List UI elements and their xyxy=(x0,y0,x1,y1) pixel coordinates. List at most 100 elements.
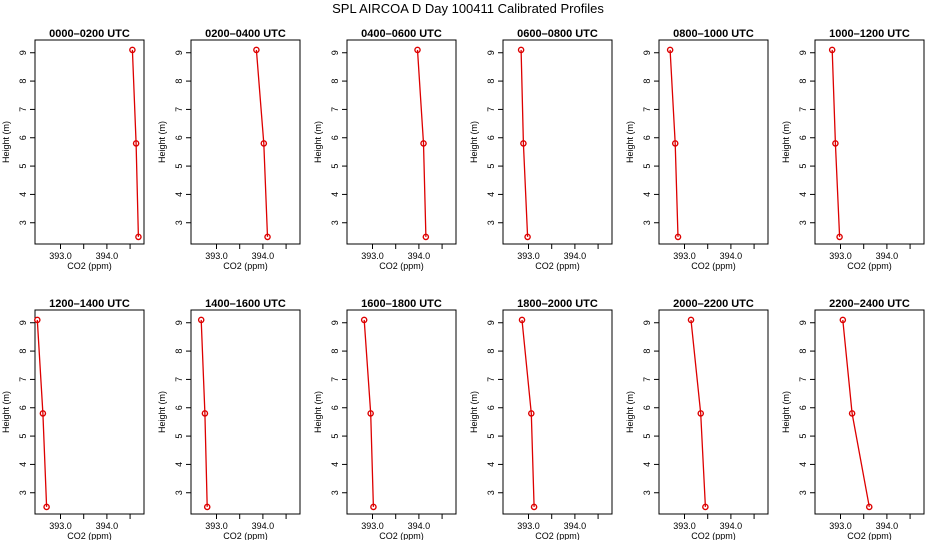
x-axis-label: CO2 (ppm) xyxy=(847,261,892,271)
y-tick-label: 4 xyxy=(798,192,808,197)
y-axis-label: Height (m) xyxy=(157,121,167,163)
y-tick-label: 5 xyxy=(486,164,496,169)
x-tick-label: 394.0 xyxy=(252,521,275,531)
profile-point xyxy=(39,410,47,417)
y-axis-label: Height (m) xyxy=(157,391,167,433)
y-tick-label: 6 xyxy=(330,405,340,410)
x-axis-label: CO2 (ppm) xyxy=(223,531,268,540)
profile-point xyxy=(687,316,695,324)
y-tick-label: 3 xyxy=(174,490,184,495)
y-tick-label: 8 xyxy=(18,79,28,84)
y-tick-label: 7 xyxy=(486,107,496,112)
panel-title: 1000–1200 UTC xyxy=(829,28,910,40)
y-tick-label: 3 xyxy=(174,220,184,225)
profile-line xyxy=(36,319,48,507)
y-tick-label: 3 xyxy=(486,220,496,225)
y-axis-label: Height (m) xyxy=(625,391,635,433)
y-axis-label: Height (m) xyxy=(313,391,323,433)
x-tick-label: 394.0 xyxy=(876,521,899,531)
x-tick-label: 393.0 xyxy=(829,251,852,261)
panel-10: 2000–2200 UTC 393.0 394.0 3 4 5 6 7 8 9 CO2 (ppm) H… xyxy=(625,298,769,541)
profile-point xyxy=(414,46,421,54)
profile-point xyxy=(420,140,427,147)
x-axis-label: CO2 (ppm) xyxy=(379,261,424,271)
x-axis-label: CO2 (ppm) xyxy=(535,531,580,540)
y-tick-label: 4 xyxy=(330,192,340,197)
y-axis-label: Height (m) xyxy=(313,121,323,163)
y-tick-label: 4 xyxy=(18,192,28,197)
plot-frame xyxy=(346,39,457,245)
panel-title: 0600–0800 UTC xyxy=(517,28,598,40)
y-tick-label: 5 xyxy=(642,164,652,169)
y-axis-label: Height (m) xyxy=(469,121,479,163)
x-axis-label: CO2 (ppm) xyxy=(691,531,736,540)
panel-0: 0000–0200 UTC 393.0 394.0 3 4 5 6 7 8 9 CO2 (ppm) H… xyxy=(1,28,145,271)
y-tick-label: 9 xyxy=(18,50,28,55)
panel-title: 0200–0400 UTC xyxy=(205,28,286,40)
profile-point xyxy=(697,410,705,417)
y-tick-label: 5 xyxy=(174,164,184,169)
profile-line xyxy=(690,319,707,507)
profile-line xyxy=(200,319,208,507)
y-tick-label: 8 xyxy=(18,349,28,354)
y-tick-label: 7 xyxy=(18,377,28,382)
y-tick-label: 9 xyxy=(642,320,652,325)
profile-line xyxy=(842,319,870,508)
x-tick-label: 394.0 xyxy=(252,251,275,261)
panel-title: 1200–1400 UTC xyxy=(49,298,130,310)
profile-line xyxy=(363,319,375,507)
y-axis-label: Height (m) xyxy=(1,391,11,433)
plot-frame xyxy=(502,39,613,245)
profile-line xyxy=(131,49,140,237)
x-tick-label: 393.0 xyxy=(361,251,384,261)
x-axis-label: CO2 (ppm) xyxy=(691,261,736,271)
y-tick-label: 5 xyxy=(330,434,340,439)
panel-7: 1400–1600 UTC 393.0 394.0 3 4 5 6 7 8 9 CO2 (ppm) H… xyxy=(157,298,301,541)
y-tick-label: 5 xyxy=(486,434,496,439)
x-tick-label: 394.0 xyxy=(564,251,587,261)
plot-frame xyxy=(814,309,925,515)
y-axis-label: Height (m) xyxy=(1,121,11,163)
y-tick-label: 8 xyxy=(642,349,652,354)
profile-line xyxy=(831,49,841,237)
x-tick-label: 393.0 xyxy=(361,521,384,531)
profile-line xyxy=(669,49,679,237)
y-tick-label: 9 xyxy=(486,320,496,325)
y-tick-label: 6 xyxy=(486,135,496,140)
y-tick-label: 6 xyxy=(798,135,808,140)
x-tick-label: 393.0 xyxy=(49,521,72,531)
y-tick-label: 4 xyxy=(642,462,652,467)
plot-frame xyxy=(346,309,457,515)
y-tick-label: 9 xyxy=(174,320,184,325)
y-tick-label: 8 xyxy=(330,349,340,354)
panel-6: 1200–1400 UTC 393.0 394.0 3 4 5 6 7 8 9 CO2 (ppm) H… xyxy=(1,298,145,541)
y-tick-label: 9 xyxy=(18,320,28,325)
profile-point xyxy=(530,503,538,511)
y-tick-label: 7 xyxy=(798,107,808,112)
profile-point xyxy=(839,316,847,324)
x-tick-label: 394.0 xyxy=(564,521,587,531)
y-tick-label: 5 xyxy=(18,434,28,439)
y-tick-label: 7 xyxy=(174,377,184,382)
y-tick-label: 7 xyxy=(330,377,340,382)
panel-5: 1000–1200 UTC 393.0 394.0 3 4 5 6 7 8 9 CO2 (ppm) H… xyxy=(781,28,925,271)
y-tick-label: 4 xyxy=(18,462,28,467)
y-tick-label: 8 xyxy=(330,79,340,84)
profile-point xyxy=(34,316,41,324)
y-tick-label: 8 xyxy=(798,79,808,84)
profile-point xyxy=(517,46,525,54)
y-tick-label: 4 xyxy=(486,192,496,197)
y-tick-label: 4 xyxy=(174,462,184,467)
y-tick-label: 6 xyxy=(18,135,28,140)
panel-title: 1800–2000 UTC xyxy=(517,298,598,310)
profile-point xyxy=(520,140,527,147)
y-tick-label: 8 xyxy=(174,349,184,354)
y-tick-label: 6 xyxy=(642,405,652,410)
profile-point xyxy=(702,503,709,511)
profile-point xyxy=(527,410,535,417)
y-tick-label: 3 xyxy=(18,490,28,495)
y-tick-label: 3 xyxy=(798,220,808,225)
profile-point xyxy=(828,46,836,54)
profile-point xyxy=(201,410,209,417)
